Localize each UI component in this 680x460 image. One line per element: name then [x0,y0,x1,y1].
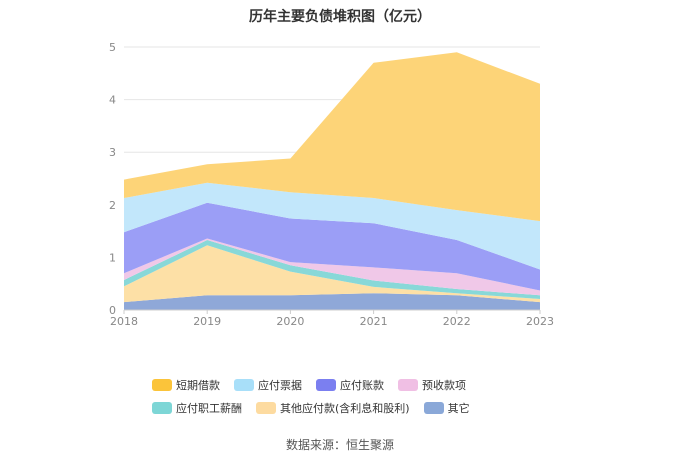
area-series-2 [124,240,540,299]
x-tick-label: 2018 [110,315,138,328]
x-tick-label: 2023 [526,315,554,328]
legend-swatch [316,379,336,391]
area-series-layer [124,52,540,310]
y-tick-label: 1 [109,251,116,264]
y-tick-label: 5 [109,41,116,54]
legend-swatch [423,402,444,414]
area-series-4 [124,202,540,291]
legend-swatch [398,379,418,391]
legend-swatch [152,379,172,391]
area-series-3 [124,238,540,296]
legend-swatch [234,379,254,391]
legend-item[interactable]: 应付账款 [316,377,384,393]
legend-label: 其他应付款(含利息和股利) [280,402,410,415]
y-tick-label: 2 [109,199,116,212]
legend-item[interactable]: 预收款项 [398,377,466,393]
area-series-1 [124,245,540,303]
legend-swatch [152,402,172,414]
x-tick-label: 2019 [193,315,221,328]
legend: 短期借款 应付票据 应付账款 预收款项应付职工薪酬 其他应付款(含利息和股利) 其它 [152,376,572,422]
y-tick-label: 0 [109,304,116,317]
area-series-5 [124,182,540,270]
y-tick-label: 3 [109,146,116,159]
y-tick-label: 4 [109,94,116,107]
source-note: 数据来源：恒生聚源 [285,438,394,452]
legend-label: 短期借款 [176,379,220,392]
legend-item[interactable]: 短期借款 [152,377,220,393]
legend-item[interactable]: 应付票据 [234,377,302,393]
x-tick-label: 2020 [276,315,304,328]
chart-title: 历年主要负债堆积图（亿元） [249,9,431,25]
area-series-0 [124,293,540,310]
legend-label: 其它 [447,402,470,415]
legend-item[interactable]: 其它 [423,400,470,416]
legend-label: 应付账款 [340,379,384,392]
legend-label: 应付职工薪酬 [176,402,242,415]
axes: 0 1 2 3 4 5 2018 2019 2020 2021 2022 2023 [109,41,554,328]
area-series-6 [124,52,540,222]
legend-swatch [256,402,276,414]
x-tick-label: 2022 [443,315,471,328]
legend-item[interactable]: 应付职工薪酬 [152,400,242,416]
legend-label: 应付票据 [258,379,302,392]
legend-label: 预收款项 [422,379,466,392]
legend-item[interactable]: 其他应付款(含利息和股利) [256,400,410,416]
x-tick-label: 2021 [360,315,388,328]
